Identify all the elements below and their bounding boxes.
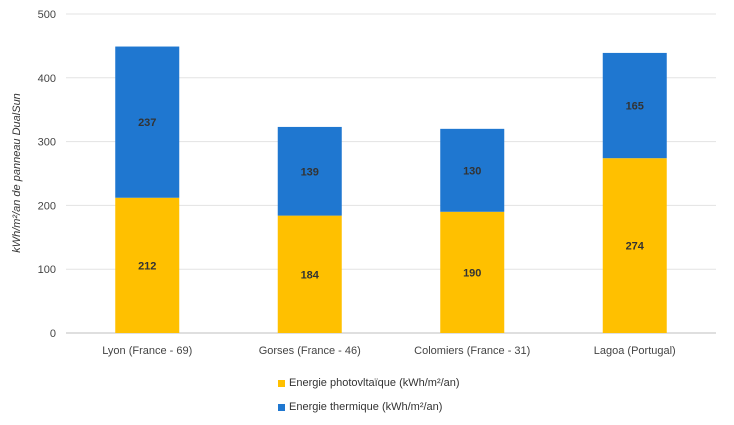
legend-label-thermal: Energie thermique (kWh/m²/an) [289,401,443,413]
bar-value-label: 237 [138,117,156,129]
legend-item-thermal: Energie thermique (kWh/m²/an) [278,401,442,413]
y-tick-label: 200 [38,200,56,212]
bars-layer [115,46,667,333]
x-category-label: Lyon (France - 69) [102,345,192,357]
y-tick-label: 300 [38,137,56,149]
bar-thermal [602,52,667,159]
x-category-label: Lagoa (Portugal) [594,345,676,357]
bar-pv [602,158,667,333]
bar-value-label: 139 [301,166,319,178]
y-tick-label: 400 [38,73,56,85]
bar-value-label: 130 [463,165,481,177]
bar-value-label: 274 [626,241,645,253]
bar-value-label: 184 [301,269,320,281]
y-tick-label: 500 [38,9,56,21]
legend-item-pv: Energie photovltaïque (kWh/m²/an) [278,377,460,389]
bar-value-label: 190 [463,267,481,279]
bar-thermal [115,46,180,198]
bar-pv [440,211,505,333]
y-tick-label: 0 [50,328,56,340]
bar-thermal [440,128,505,212]
x-category-label: Colomiers (France - 31) [414,345,530,357]
y-tick-label: 100 [38,264,56,276]
bar-pv [277,215,342,333]
legend-label-pv: Energie photovltaïque (kWh/m²/an) [289,377,460,389]
labels-layer: 0 100 200 300 400 500 212 237 Lyon (France - 69)… [38,9,676,357]
legend-swatch-pv [278,379,285,387]
x-category-label: Gorses (France - 46) [259,345,361,357]
y-axis-title: kWh/m²/an de panneau DualSun [11,93,23,253]
bar-value-label: 165 [626,101,644,113]
bar-value-label: 212 [138,260,156,272]
bar-pv [115,197,180,333]
legend-swatch-thermal [278,403,285,411]
bar-thermal [277,126,342,216]
